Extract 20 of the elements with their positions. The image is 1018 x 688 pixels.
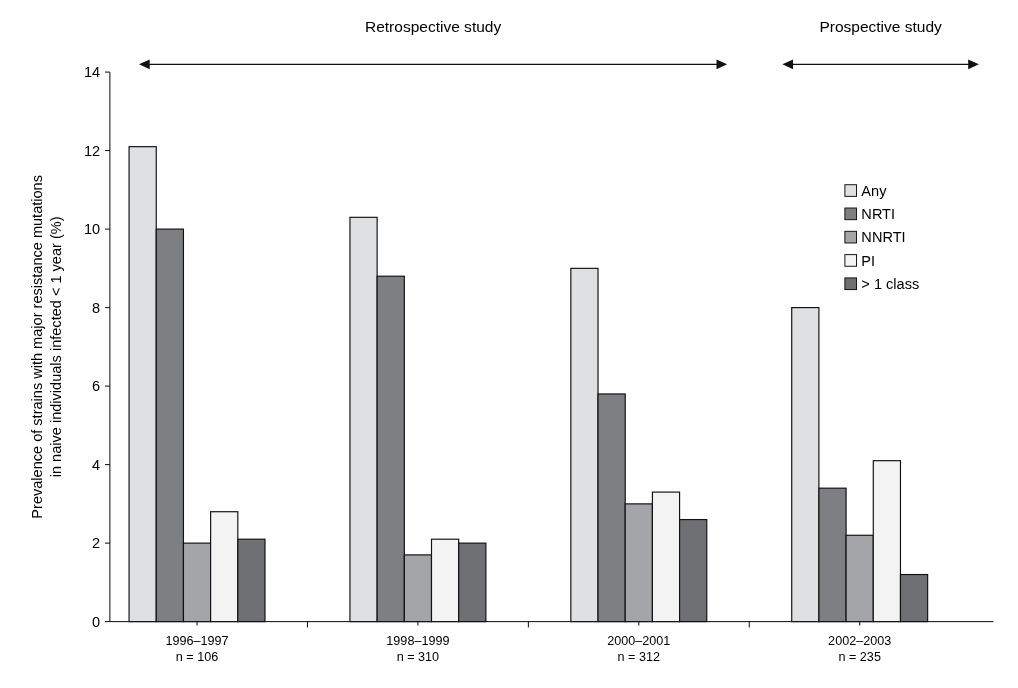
legend-label: NRTI xyxy=(861,205,896,222)
legend-label: PI xyxy=(861,252,876,269)
legend-label: NNRTI xyxy=(861,229,906,246)
x-tick-label: 2000–2001 n = 312 xyxy=(607,633,671,665)
text: Retrospective study xyxy=(364,18,502,36)
y-tick-label: 14 xyxy=(83,64,101,81)
y-tick-label: 2 xyxy=(92,535,101,552)
y-axis-title: Prevalence of strains with major resistance mutations in naive individuals infected < 1 year (%) xyxy=(28,175,65,519)
text: Prospective study xyxy=(819,18,943,36)
x-tick-label: 2002–2003 n = 235 xyxy=(828,633,892,665)
y-tick-label: 0 xyxy=(92,613,101,630)
y-tick-label: 10 xyxy=(83,221,101,238)
x-tick-label: 1998–1999 n = 310 xyxy=(386,633,450,665)
y-tick-label: 12 xyxy=(83,142,101,159)
x-tick-label: 1996–1997 n = 106 xyxy=(165,633,229,665)
y-tick-label: 8 xyxy=(92,299,101,316)
legend-label: > 1 class xyxy=(861,275,920,292)
y-tick-label: 4 xyxy=(92,456,101,473)
y-tick-label: 6 xyxy=(92,378,101,395)
legend-label: Any xyxy=(861,182,888,199)
